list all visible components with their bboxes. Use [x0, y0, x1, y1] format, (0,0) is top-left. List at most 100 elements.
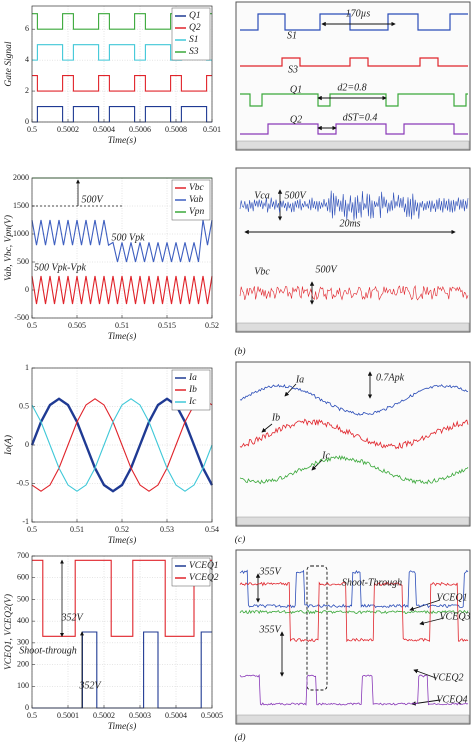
- scope-annotation: 20ms: [339, 218, 360, 229]
- legend-label: Vab: [189, 195, 204, 205]
- y-axis-label: Gate Signal: [4, 41, 14, 86]
- legend-label: Q2: [189, 23, 201, 33]
- y-tick-label: 1000: [13, 229, 29, 238]
- x-tick-label: 0.5: [27, 525, 37, 534]
- scope-screen: [235, 167, 471, 333]
- x-tick-label: 0.53: [160, 525, 174, 534]
- y-tick-label: 0: [25, 703, 29, 712]
- y-tick-label: 400: [17, 616, 29, 625]
- scope-annotation: Ib: [271, 412, 280, 423]
- x-tick-label: 0.501: [203, 125, 221, 134]
- annotation: 352V: [60, 612, 84, 623]
- x-tick-label: 0.5004: [165, 711, 187, 720]
- scope-annotation: d2=0.8: [337, 82, 366, 93]
- scope-screen: [235, 1, 471, 151]
- x-tick-label: 0.5004: [93, 125, 115, 134]
- y-tick-label: 1: [25, 363, 29, 372]
- series-line: [32, 75, 212, 92]
- x-tick-label: 0.505: [68, 321, 86, 330]
- series-line: [32, 105, 212, 123]
- scope-annotation: 170µs: [346, 8, 371, 19]
- scope-annotation: S1: [287, 30, 297, 41]
- scope-annotation: 355V: [258, 624, 282, 635]
- x-tick-label: 0.5: [27, 321, 37, 330]
- scope-trace: [239, 418, 469, 450]
- scope-trace: [239, 383, 469, 416]
- scope-annotation: S3: [288, 64, 298, 75]
- y-tick-label: 600: [17, 573, 29, 582]
- annotation: 352V: [78, 680, 102, 691]
- y-axis-label: Io(A): [3, 435, 14, 456]
- annotation: 500 Vpk-Vpk: [34, 262, 86, 273]
- scope-trace: [239, 190, 469, 221]
- y-tick-label: 700: [17, 551, 29, 560]
- y-axis-label: VCEQ1, VCEQ2(V): [3, 594, 14, 670]
- y-tick-label: 500: [17, 594, 29, 603]
- series-line: [31, 275, 213, 305]
- series-line: [31, 398, 213, 492]
- x-tick-label: 0.5003: [129, 711, 151, 720]
- panel-caption: (c): [235, 534, 246, 545]
- scope-trace: [239, 674, 469, 706]
- x-tick-label: 0.5002: [93, 711, 115, 720]
- chart: -500 0 500 1000 1500 2000 0.5 0.505 0.51 0.515 0.5…: [3, 173, 219, 342]
- scope-annotation: Ia: [295, 374, 304, 385]
- scope-trace: [239, 455, 469, 485]
- plot-frame: [31, 177, 213, 319]
- x-tick-label: 0.5005: [201, 711, 223, 720]
- chart: 0 100 200 300 400 500 600 700 0.5 0.5001 0.5002 0.5…: [3, 551, 223, 732]
- y-tick-label: 1500: [13, 201, 29, 210]
- legend-label: S3: [189, 47, 199, 57]
- scope-annotation: 0.7Apk: [376, 372, 405, 383]
- legend-label: Ib: [188, 385, 197, 395]
- y-tick-label: -1: [22, 517, 29, 526]
- legend-box: [171, 557, 211, 587]
- x-tick-label: 0.5006: [129, 125, 151, 134]
- scope-annotation: Q2: [290, 114, 302, 125]
- scope-annotation: dST=0.4: [343, 112, 378, 123]
- legend-label: S1: [189, 35, 199, 45]
- x-axis-label: Time(s): [108, 535, 137, 546]
- scope-annotation: Ic: [321, 450, 330, 461]
- legend-label: Ic: [188, 397, 197, 407]
- y-tick-label: 100: [17, 681, 29, 690]
- scope-annotation: 500V: [284, 190, 307, 201]
- annotation: Shoot-through: [19, 645, 76, 656]
- plot-frame: [31, 555, 213, 709]
- scope-trace: [239, 284, 469, 301]
- scope-annotation: 355V: [258, 566, 282, 577]
- y-tick-label: 0.5: [19, 401, 29, 410]
- scope-screen: [235, 549, 471, 725]
- x-axis-label: Time(s): [108, 135, 137, 146]
- x-tick-label: 0.5: [27, 711, 37, 720]
- scope-screens: [235, 1, 471, 725]
- y-tick-label: 2000: [13, 173, 29, 182]
- scope-annotation: Q1: [290, 84, 302, 95]
- y-tick-label: 2: [25, 86, 29, 95]
- plot-frame: [31, 367, 213, 523]
- y-tick-label: 0: [25, 117, 29, 126]
- legend-label: Vpn: [189, 207, 205, 217]
- scope-annotation: VCEQ3: [439, 611, 470, 622]
- scope-annotation: VCEQ1: [436, 592, 467, 603]
- panel-caption: (d): [234, 732, 245, 743]
- series-line: [31, 398, 213, 492]
- y-tick-label: 4: [25, 55, 29, 64]
- legend-label: Vbc: [189, 183, 205, 193]
- scope-annotation: VCEQ2: [432, 672, 463, 683]
- y-axis-label: Vab, Vbc, Vpn(V): [3, 215, 14, 281]
- x-tick-label: 0.5008: [165, 125, 187, 134]
- legend-label: VCEQ1: [189, 561, 219, 571]
- x-tick-label: 0.515: [158, 321, 176, 330]
- x-tick-label: 0.5: [27, 125, 37, 134]
- scope-status-bars: [236, 140, 470, 724]
- scope-annotation: 500V: [315, 264, 338, 275]
- x-tick-label: 0.51: [70, 525, 84, 534]
- legend-label: Q1: [189, 11, 201, 21]
- x-tick-label: 0.51: [115, 321, 129, 330]
- legend-label: Ia: [188, 373, 197, 383]
- y-tick-label: 0: [25, 285, 29, 294]
- x-tick-label: 0.5001: [57, 711, 79, 720]
- scope-annotation: Vca: [254, 190, 270, 201]
- x-tick-label: 0.52: [205, 321, 219, 330]
